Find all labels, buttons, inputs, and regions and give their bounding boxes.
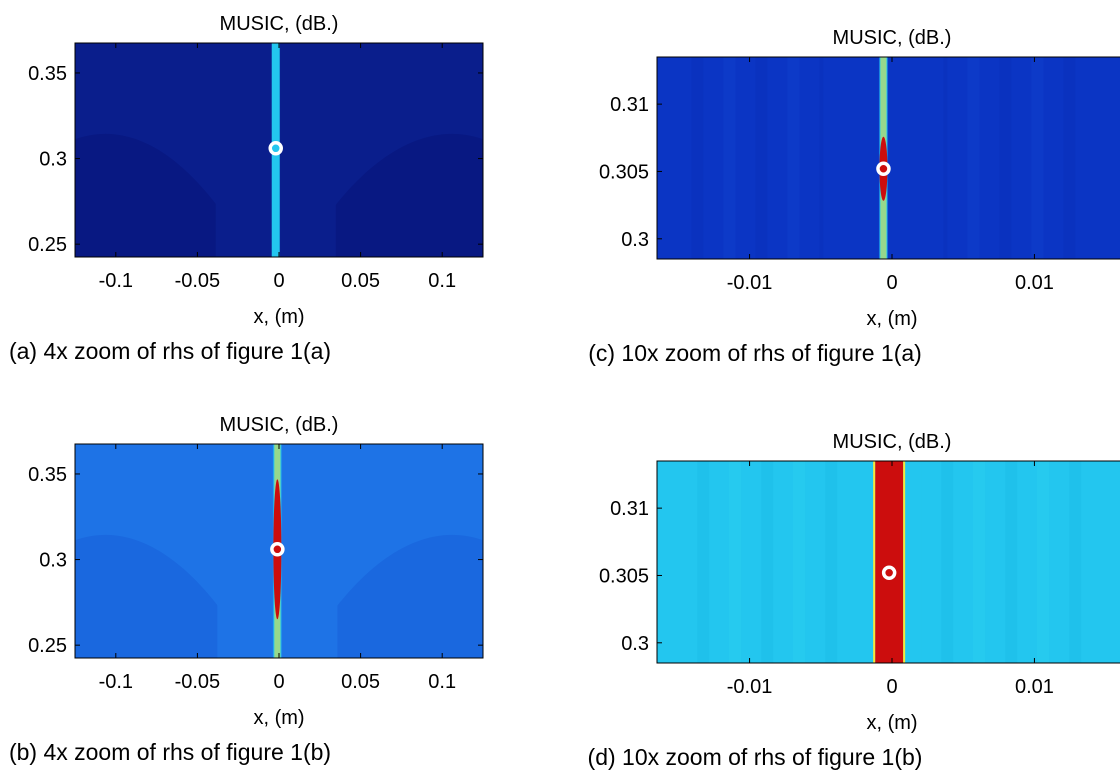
contour-stripe: [1005, 461, 1018, 663]
chart-title: MUSIC, (dB.): [220, 414, 339, 436]
x-tick-label: -0.01: [727, 272, 773, 294]
source-marker: [270, 542, 285, 557]
y-tick-label: 0.25: [28, 635, 67, 657]
x-tick-label: -0.01: [727, 676, 773, 698]
x-tick-label: 0.1: [428, 270, 456, 292]
x-tick-label: 0.05: [341, 270, 380, 292]
x-tick-label: -0.05: [175, 270, 221, 292]
peak-edge: [903, 461, 906, 663]
contour-stripe: [967, 57, 980, 259]
contour-band-right: [302, 534, 483, 658]
x-tick-label: 0.1: [428, 671, 456, 693]
x-tick-label: 0: [273, 671, 284, 693]
contour-stripe: [941, 461, 954, 663]
source-marker: [881, 565, 897, 581]
contour-stripe: [1063, 57, 1076, 259]
contour-stripe: [999, 57, 1012, 259]
y-tick-label: 0.25: [28, 234, 67, 256]
x-tick-label: 0.01: [1015, 272, 1054, 294]
contour-stripe: [761, 461, 774, 663]
peak-core: [879, 136, 888, 201]
contour-band-left: [75, 133, 251, 257]
y-tick-label: 0.3: [39, 550, 67, 572]
y-tick-label: 0.3: [39, 149, 67, 171]
source-marker: [876, 161, 891, 177]
panel-caption: (d) 10x zoom of rhs of figure 1(b): [588, 744, 923, 770]
panel-caption: (c) 10x zoom of rhs of figure 1(a): [588, 340, 922, 366]
y-tick-label: 0.3: [621, 229, 649, 251]
y-tick-label: 0.35: [28, 464, 67, 486]
y-tick-label: 0.35: [28, 63, 67, 85]
contour-stripe: [697, 461, 710, 663]
heatmap-d: [657, 461, 1120, 663]
panel-a: -0.1 -0.05 0 0.05 0.1 0.25 0.3 0.35 MUSIC, (dB.)…: [9, 13, 484, 364]
x-tick-label: 0: [886, 272, 897, 294]
x-tick-label: -0.1: [99, 270, 133, 292]
heatmap-a: [75, 43, 483, 257]
x-tick-label: -0.1: [99, 671, 133, 693]
peak-core: [875, 461, 904, 663]
panel-d: -0.01 0 0.01 0.3 0.305 0.31 MUSIC, (dB.) x, (m)…: [588, 431, 1120, 770]
contour-stripe: [1069, 461, 1082, 663]
contour-stripe: [1031, 57, 1044, 259]
peak-core: [273, 479, 282, 620]
y-tick-label: 0.305: [599, 161, 649, 183]
contour-stripe: [793, 461, 806, 663]
contour-stripe: [825, 461, 838, 663]
x-tick-label: 0.05: [341, 671, 380, 693]
x-tick-label: -0.05: [175, 671, 221, 693]
x-axis-label: x, (m): [866, 308, 917, 330]
heatmap-b: [75, 444, 483, 658]
y-tick-label: 0.31: [610, 94, 649, 116]
chart-title: MUSIC, (dB.): [833, 431, 952, 453]
panel-caption: (b) 4x zoom of rhs of figure 1(b): [9, 739, 331, 765]
x-tick-label: 0: [273, 270, 284, 292]
contour-stripe: [973, 461, 986, 663]
x-axis-label: x, (m): [866, 712, 917, 734]
peak-edge: [873, 461, 876, 663]
y-tick-label: 0.3: [621, 633, 649, 655]
heatmap-c: [657, 57, 1120, 259]
contour-stripe: [691, 57, 704, 259]
y-tick-label: 0.31: [610, 498, 649, 520]
x-axis-label: x, (m): [253, 707, 304, 729]
contour-stripe: [723, 57, 736, 259]
contour-stripe: [729, 461, 742, 663]
x-tick-label: 0: [886, 676, 897, 698]
panel-b: -0.1 -0.05 0 0.05 0.1 0.25 0.3 0.35 MUSIC, (dB.)…: [9, 414, 484, 765]
peak-ridge: [271, 43, 280, 257]
panel-caption: (a) 4x zoom of rhs of figure 1(a): [9, 338, 331, 364]
chart-title: MUSIC, (dB.): [220, 13, 339, 35]
contour-stripe: [787, 57, 800, 259]
x-tick-label: 0.01: [1015, 676, 1054, 698]
source-marker: [268, 141, 283, 156]
chart-title: MUSIC, (dB.): [833, 27, 952, 49]
x-axis-label: x, (m): [253, 306, 304, 328]
contour-band-right: [300, 133, 483, 257]
panel-c: -0.01 0 0.01 0.3 0.305 0.31 MUSIC, (dB.) x, (m)…: [588, 27, 1120, 366]
contour-band-left: [75, 534, 253, 658]
y-tick-label: 0.305: [599, 565, 649, 587]
contour-stripe: [1037, 461, 1050, 663]
contour-stripe: [755, 57, 768, 259]
